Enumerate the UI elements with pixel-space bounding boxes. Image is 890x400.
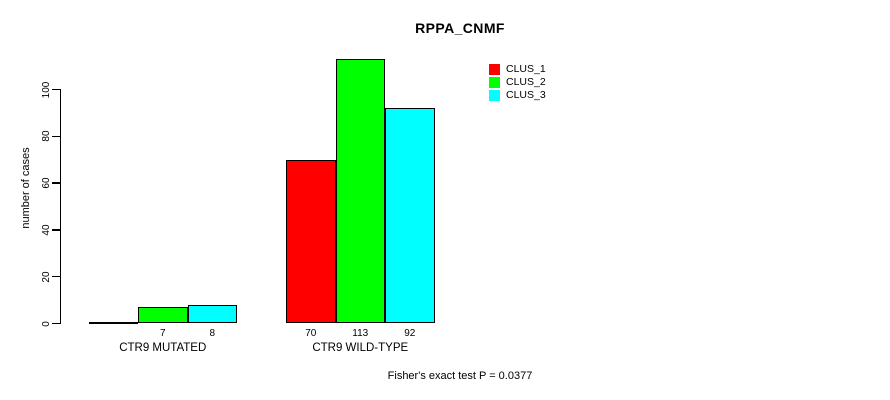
bar-clus_2-group1 bbox=[335, 59, 385, 324]
legend-swatch-clus-2-icon bbox=[489, 76, 500, 88]
legend-label-clus-2: CLUS_2 bbox=[506, 75, 546, 88]
y-tick-label: 20 bbox=[40, 271, 52, 283]
y-axis-label: number of cases bbox=[20, 147, 32, 229]
y-tick-label: 40 bbox=[40, 224, 52, 236]
y-tick-mark bbox=[51, 135, 60, 137]
bar-clus_2-group0 bbox=[138, 307, 188, 324]
legend-label-clus-3: CLUS_3 bbox=[506, 88, 546, 101]
legend-item-clus-2: CLUS_2 bbox=[489, 75, 546, 88]
category-label-ctr9-mutated: CTR9 MUTATED bbox=[119, 342, 207, 354]
legend-item-clus-3: CLUS_3 bbox=[489, 88, 546, 101]
bar-clus_1-group0 bbox=[88, 322, 138, 324]
y-tick-mark bbox=[51, 88, 60, 91]
chart-title: RPPA_CNMF bbox=[415, 20, 505, 36]
bar-value-label: 92 bbox=[404, 328, 416, 339]
bar-clus_3-group1 bbox=[385, 108, 435, 324]
category-label-ctr9-wild-type: CTR9 WILD-TYPE bbox=[312, 342, 409, 354]
bar-clus_1-group1 bbox=[286, 159, 336, 324]
y-axis-line bbox=[59, 89, 61, 324]
y-tick-label: 100 bbox=[40, 81, 52, 98]
y-tick-mark bbox=[51, 229, 60, 231]
bar-clus_3-group0 bbox=[187, 304, 237, 324]
bar-value-label: 70 bbox=[305, 328, 317, 339]
y-tick-label: 80 bbox=[40, 130, 52, 142]
y-tick-mark bbox=[51, 182, 60, 184]
bar-value-label: 8 bbox=[209, 328, 216, 339]
legend: CLUS_1 CLUS_2 CLUS_3 bbox=[489, 64, 546, 102]
legend-swatch-clus-1-icon bbox=[489, 64, 500, 75]
legend-swatch-clus-3-icon bbox=[489, 89, 500, 101]
y-tick-mark bbox=[51, 322, 60, 325]
y-tick-label: 0 bbox=[40, 320, 52, 327]
annotation-fishers-test: Fisher's exact test P = 0.0377 bbox=[387, 370, 533, 382]
y-tick-mark bbox=[51, 276, 60, 278]
legend-item-clus-1: CLUS_1 bbox=[489, 64, 546, 75]
bar-value-label: 7 bbox=[159, 328, 166, 339]
legend-label-clus-1: CLUS_1 bbox=[506, 63, 546, 75]
y-tick-label: 60 bbox=[40, 177, 52, 189]
bar-value-label: 113 bbox=[352, 328, 369, 339]
